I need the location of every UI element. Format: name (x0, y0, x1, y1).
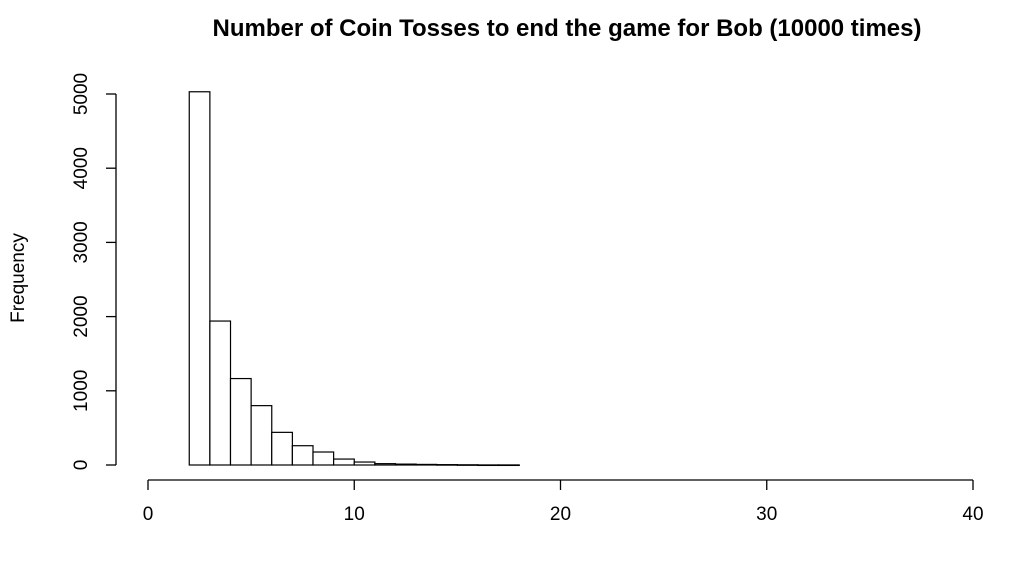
x-tick-label: 20 (550, 504, 571, 525)
histogram-bar (333, 458, 355, 466)
histogram-bar (209, 320, 232, 466)
x-tick-label: 10 (344, 504, 365, 525)
y-tick-label: 1000 (71, 370, 92, 412)
x-tick-label: 40 (962, 504, 983, 525)
histogram-bar (374, 463, 397, 466)
histogram-bar (498, 464, 520, 467)
y-tick-label: 0 (71, 460, 92, 471)
histogram-bar (477, 464, 500, 467)
y-tick-label: 4000 (71, 147, 92, 189)
x-axis: 0 10 20 30 40 (143, 479, 984, 525)
y-axis-label: Frequency (8, 233, 29, 323)
histogram-bars (188, 91, 520, 467)
histogram-bar (312, 451, 335, 466)
histogram-bar (456, 464, 479, 466)
y-tick-label: 2000 (71, 295, 92, 337)
x-tick-label: 0 (143, 504, 154, 525)
y-tick-label: 5000 (71, 73, 92, 115)
histogram-bar (229, 377, 252, 466)
histogram-bar (415, 463, 438, 466)
histogram-bar (436, 464, 458, 466)
histogram-bar (250, 405, 273, 466)
histogram-bar (291, 445, 314, 466)
chart-title: Number of Coin Tosses to end the game fo… (212, 15, 921, 42)
y-axis: 0 1000 2000 3000 4000 5000 (71, 73, 117, 471)
histogram-bar (271, 431, 293, 466)
x-tick-label: 30 (756, 504, 777, 525)
histogram-bar (353, 461, 376, 466)
histogram-bar (188, 91, 211, 466)
histogram-bar (394, 463, 417, 466)
y-tick-label: 3000 (71, 221, 92, 263)
